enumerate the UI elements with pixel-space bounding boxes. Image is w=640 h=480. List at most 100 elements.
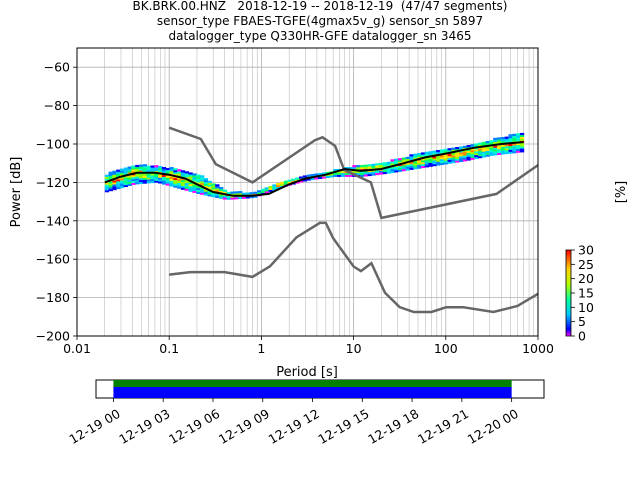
psd-density-cell [485,152,490,155]
psd-density-cell [424,159,429,162]
psd-density-cell [455,158,460,161]
psd-density-cell [123,182,129,186]
psd-density-cell [165,171,170,175]
psd-density-cell [356,167,361,170]
psd-density-cell [142,168,148,171]
psd-density-cell [253,195,258,198]
psd-density-cell [375,165,380,168]
psd-density-cell [493,139,498,142]
psd-density-cell [215,184,220,187]
psd-density-cell [359,172,365,175]
noise-model-nhnm [168,126,538,220]
psd-density-cell [489,140,494,143]
psd-density-cell [200,183,205,186]
psd-density-cell [459,157,464,161]
psd-density-cell [249,196,254,199]
psd-density-cell [519,148,525,151]
psd-density-cell [424,153,429,156]
psd-density-cell [519,146,525,149]
psd-density-cell [512,137,517,140]
psd-density-cell [173,168,178,171]
psd-density-cell [268,189,273,192]
psd-density-cell [367,170,372,173]
psd-density-cell [432,160,437,163]
psd-density-cell [485,150,490,153]
psd-density-cell [264,187,269,190]
psd-density-cell [188,182,193,185]
psd-density-cell [447,154,452,157]
psd-density-cell [180,183,186,186]
psd-density-cell [363,170,369,173]
psd-density-cell [497,148,502,152]
psd-density-cell [112,188,117,191]
psd-density-cell [512,145,517,148]
psd-density-cell [184,186,189,189]
noise-model-layer [168,126,538,314]
psd-density-cell [169,182,174,185]
psd-density-cell [390,167,395,170]
psd-density-cell [489,142,494,145]
colorbar-tick-label: 25 [578,257,594,272]
psd-density-cell [158,166,163,169]
psd-density-cell [504,138,509,141]
psd-density-cell [108,171,113,174]
psd-density-cell [340,170,346,174]
psd-density-cell [135,176,140,179]
psd-density-cell [497,139,502,142]
psd-density-cell [451,155,456,158]
psd-density-cell [219,188,224,192]
psd-density-cell [432,150,437,153]
psd-density-cell [123,171,129,174]
psd-density-cell [268,187,273,190]
psd-density-cell [424,163,429,166]
psd-density-cell [455,154,460,157]
psd-density-cell [493,145,498,148]
plot-frame [76,47,539,337]
y-tick-label: −160 [36,252,70,267]
psd-density-cell [459,154,464,157]
psd-density-cell [462,155,468,158]
psd-density-cell [519,142,525,145]
psd-density-cell [462,153,468,156]
psd-density-cell [150,180,155,184]
psd-density-cell [112,172,117,175]
psd-density-cell [203,183,209,186]
psd-density-cell [420,162,426,165]
psd-density-cell [169,172,174,176]
psd-density-cell [493,149,498,152]
psd-density-cell [379,162,384,165]
psd-density-cell [142,166,148,169]
psd-density-cell [356,165,361,168]
psd-density-cell [196,178,201,181]
psd-density-cell [413,167,418,170]
coverage-tick-label: 12-20 00 [465,406,521,447]
psd-density-cell [283,182,289,185]
psd-density-cell [211,187,216,190]
psd-density-cell [158,167,163,171]
psd-density-cell [516,135,521,138]
psd-density-cell [504,140,509,143]
psd-density-cell [478,144,483,147]
psd-density-cell [504,150,509,153]
psd-density-cell [443,148,448,151]
psd-density-cell [154,174,159,177]
psd-density-cell [253,191,258,194]
psd-density-cell [207,180,212,183]
psd-density-cell [238,196,243,199]
psd-density-cell [367,171,372,175]
psd-density-cell [424,157,429,160]
psd-density-cell [382,169,388,173]
colorbar-tick-label: 10 [578,300,594,315]
y-tick-label: −80 [44,98,70,113]
psd-density-cell [234,191,239,194]
psd-density-cell [169,178,174,181]
psd-density-cell [158,181,163,184]
psd-density-cell [432,152,437,155]
psd-density-cell [451,153,456,156]
psd-density-cell [401,163,407,166]
psd-density-cell [512,139,517,142]
psd-density-cell [188,174,193,177]
psd-density-cell [485,142,490,146]
psd-density-cell [516,146,521,149]
psd-density-cell [184,184,189,187]
